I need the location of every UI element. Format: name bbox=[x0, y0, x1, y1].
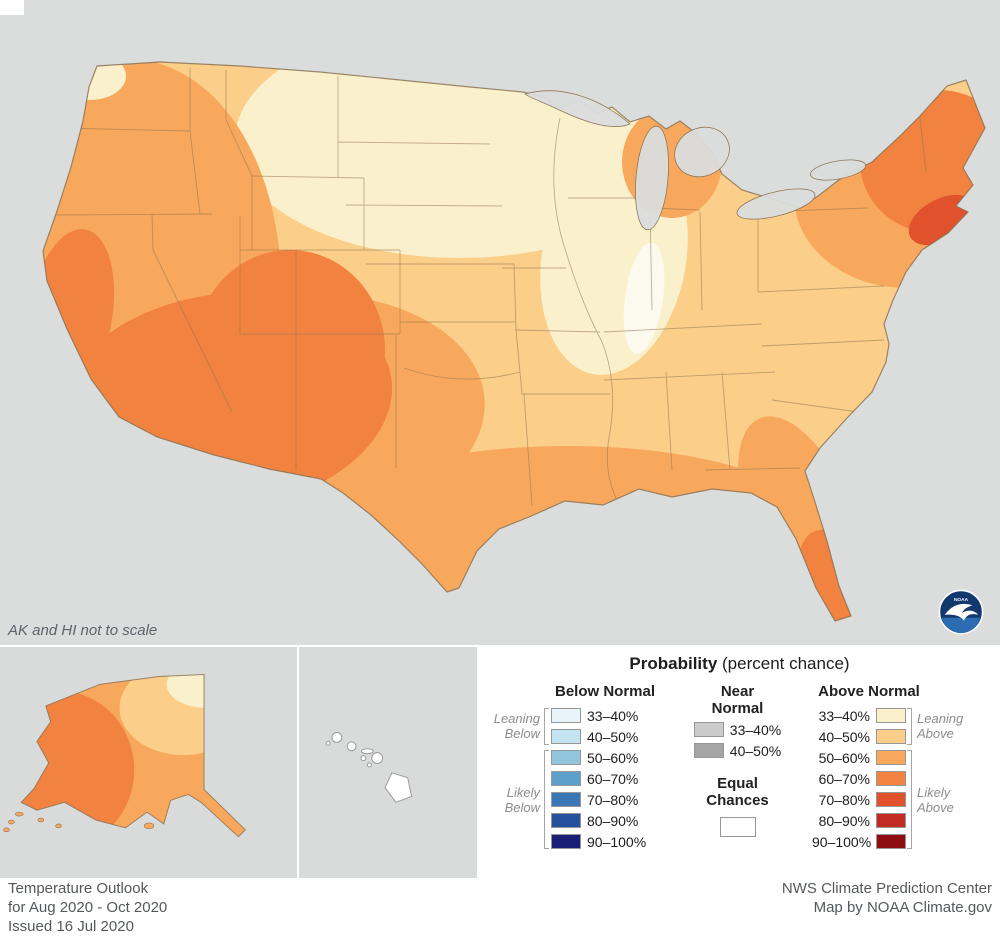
us-outline bbox=[42, 61, 986, 622]
equal-chances-swatch bbox=[719, 817, 756, 837]
above-group-labels: Leaning Above Likely Above bbox=[914, 705, 966, 852]
near-40-50-swatch bbox=[693, 743, 724, 758]
footer-period: for Aug 2020 - Oct 2020 bbox=[8, 899, 168, 916]
legend-title-rest: (percent chance) bbox=[717, 654, 850, 673]
above-90-100-swatch bbox=[876, 834, 906, 849]
scale-note: AK and HI not to scale bbox=[8, 622, 158, 639]
legend-row: 40–50% bbox=[663, 740, 812, 761]
legend-row: 90–100% bbox=[551, 831, 646, 852]
lake-michigan-icon bbox=[635, 125, 669, 231]
legend-row: 50–60% bbox=[812, 747, 906, 768]
legend-row: 80–90% bbox=[812, 810, 906, 831]
legend-row: 40–50% bbox=[812, 726, 906, 747]
conus-map-panel: AK and HI not to scale NOAA bbox=[0, 0, 1000, 645]
legend-row: 70–80% bbox=[551, 789, 646, 810]
below-group-labels: Leaning Below Likely Below bbox=[491, 705, 543, 852]
footer-issued: Issued 16 Jul 2020 bbox=[8, 918, 134, 935]
below-90-100-swatch bbox=[551, 834, 581, 849]
likely-below-label: Likely Below bbox=[504, 784, 540, 815]
likely-above-bracket bbox=[907, 750, 912, 849]
legend-near-normal: Near Normal 33–40% 40–50% Equal Chances bbox=[663, 683, 812, 852]
below-33-40-swatch bbox=[551, 708, 581, 723]
legend-row: 70–80% bbox=[812, 789, 906, 810]
above-33-40-swatch bbox=[876, 708, 906, 723]
near-33-40-swatch bbox=[693, 722, 724, 737]
above-40-50-swatch bbox=[876, 729, 906, 744]
alaska-inset bbox=[0, 645, 299, 878]
contour-33-40-nw-tip bbox=[54, 62, 126, 100]
near-normal-header: Near Normal bbox=[711, 683, 764, 717]
hawaiian-islands bbox=[325, 732, 413, 803]
noaa-logo-text: NOAA bbox=[954, 597, 969, 603]
below-normal-header: Below Normal bbox=[554, 683, 656, 700]
hawaii-inset bbox=[299, 645, 479, 878]
below-brackets bbox=[543, 705, 551, 852]
likely-above-label: Likely Above bbox=[917, 784, 954, 815]
footer-credit-block: NWS Climate Prediction Center Map by NOA… bbox=[782, 879, 992, 917]
legend-row: 90–100% bbox=[812, 831, 906, 852]
legend-row: 60–70% bbox=[812, 768, 906, 789]
alaska-outline bbox=[20, 674, 247, 838]
state-borders bbox=[49, 68, 927, 507]
footer-source: Map by NOAA Climate.gov bbox=[813, 899, 992, 916]
aleutian-islands bbox=[3, 811, 155, 833]
footer-agency: NWS Climate Prediction Center bbox=[781, 880, 992, 897]
above-80-90-swatch bbox=[876, 813, 906, 828]
above-50-60-swatch bbox=[876, 750, 906, 765]
legend-row: 80–90% bbox=[551, 810, 646, 831]
noaa-emblem-icon: NOAA bbox=[938, 589, 984, 635]
legend-title-bold: Probability bbox=[629, 654, 718, 673]
ak-contour-40-50 bbox=[119, 674, 246, 756]
legend-below-normal: Below Normal Leaning Below Likely Below … bbox=[491, 683, 663, 852]
leaning-below-bracket bbox=[544, 708, 549, 745]
above-brackets bbox=[906, 705, 914, 852]
above-70-80-swatch bbox=[876, 792, 906, 807]
legend-panel: Probability (percent chance) Below Norma… bbox=[479, 645, 1000, 878]
legend-row: 40–50% bbox=[551, 726, 646, 747]
leaning-above-label: Leaning Above bbox=[917, 711, 964, 741]
footer-title: Temperature Outlook bbox=[8, 880, 149, 897]
leaning-below-label: Leaning Below bbox=[493, 711, 540, 741]
hawaii-map bbox=[325, 732, 413, 803]
lake-erie-icon bbox=[736, 188, 816, 220]
below-70-80-swatch bbox=[551, 792, 581, 807]
legend-row: 60–70% bbox=[551, 768, 646, 789]
leaning-above-bracket bbox=[907, 708, 912, 745]
lake-huron-icon bbox=[674, 126, 730, 178]
legend-title: Probability (percent chance) bbox=[479, 654, 1000, 674]
footer-title-block: Temperature Outlook for Aug 2020 - Oct 2… bbox=[8, 879, 167, 936]
likely-below-bracket bbox=[544, 750, 549, 849]
below-50-60-swatch bbox=[551, 750, 581, 765]
lake-ontario-icon bbox=[809, 159, 867, 181]
below-40-50-swatch bbox=[551, 729, 581, 744]
legend-row: 33–40% bbox=[663, 719, 812, 740]
legend-row: 33–40% bbox=[551, 705, 646, 726]
equal-chances-streak bbox=[623, 242, 665, 354]
noaa-logo: NOAA bbox=[938, 589, 984, 635]
alaska-map bbox=[3, 674, 247, 838]
lake-superior-icon bbox=[524, 90, 631, 127]
above-60-70-swatch bbox=[876, 771, 906, 786]
footer: Temperature Outlook for Aug 2020 - Oct 2… bbox=[0, 878, 1000, 938]
below-60-70-swatch bbox=[551, 771, 581, 786]
legend-above-normal: Above Normal 33–40% 40–50% 50–60% 60–70%… bbox=[812, 683, 988, 852]
equal-chances-label: Equal Chances bbox=[706, 775, 769, 809]
great-lakes bbox=[524, 90, 867, 231]
ak-contour-33-40 bbox=[166, 674, 246, 708]
above-normal-header: Above Normal bbox=[818, 683, 920, 700]
corner-notch bbox=[0, 0, 24, 15]
below-80-90-swatch bbox=[551, 813, 581, 828]
legend-row: 50–60% bbox=[551, 747, 646, 768]
conus-map bbox=[42, 61, 986, 622]
legend-row: 33–40% bbox=[812, 705, 906, 726]
